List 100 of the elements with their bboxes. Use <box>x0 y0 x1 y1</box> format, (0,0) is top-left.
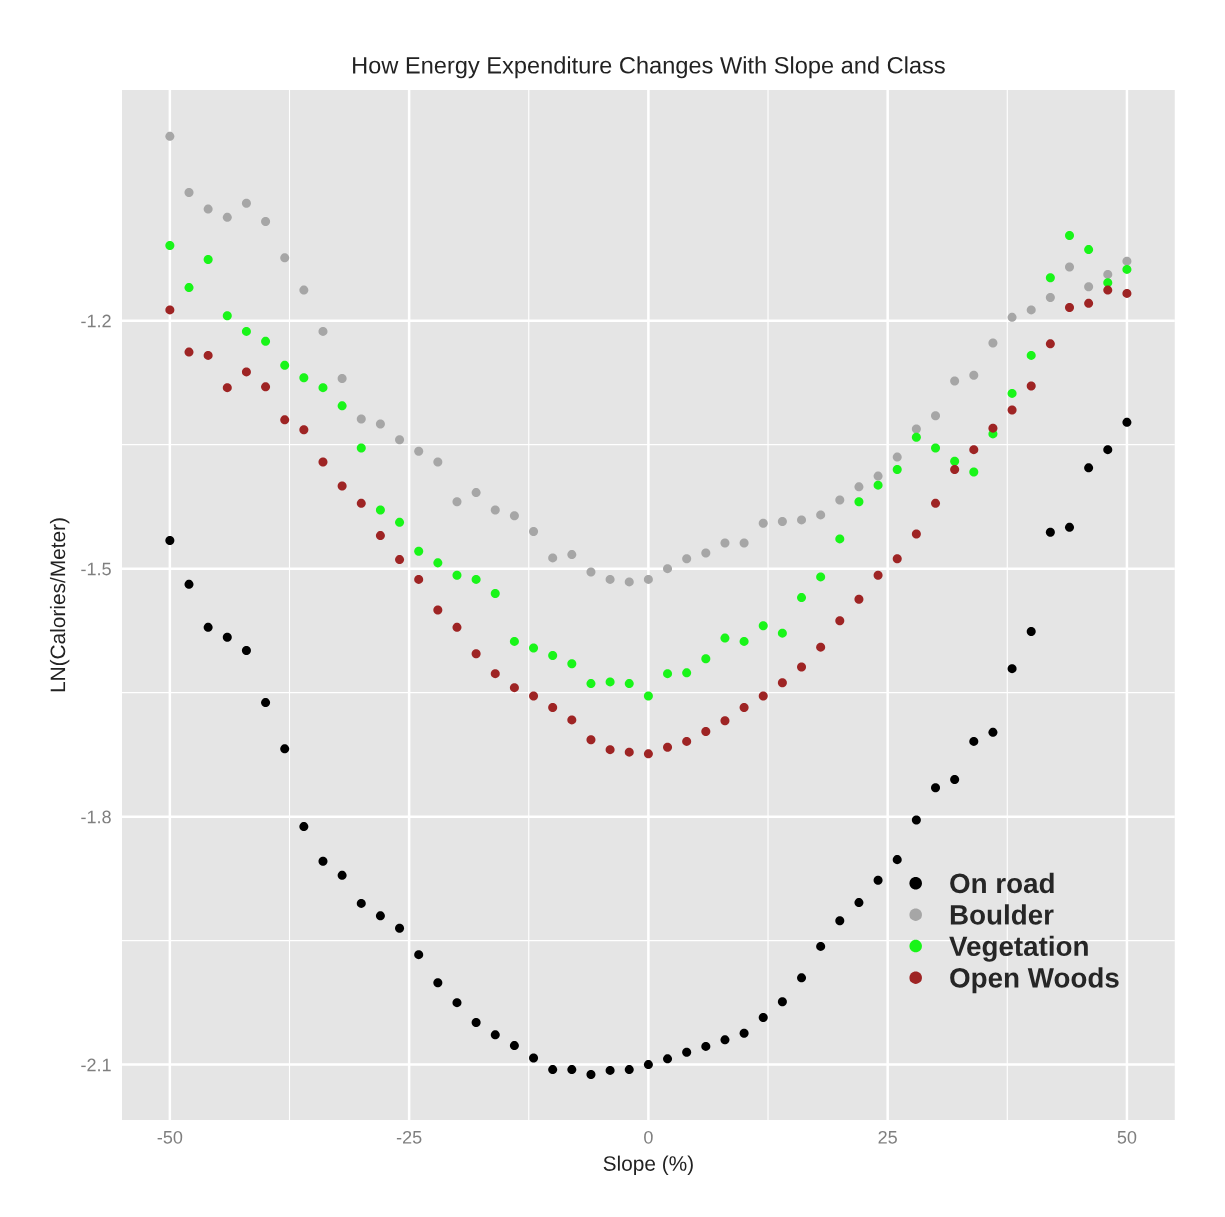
point <box>184 283 194 293</box>
point <box>605 574 615 584</box>
point <box>605 677 615 687</box>
x-tick-label: -25 <box>396 1130 422 1144</box>
y-tick-label: -1.2 <box>81 314 111 328</box>
point <box>395 517 405 527</box>
point <box>433 605 443 615</box>
point <box>548 703 558 713</box>
point <box>1065 231 1074 241</box>
chart-title: How Energy Expenditure Changes With Slope and Class <box>353 56 945 79</box>
point <box>969 736 979 746</box>
y-axis-title: LN(Calories/Meter) <box>49 518 70 692</box>
legend-label: Vegetation <box>949 935 1088 962</box>
point <box>509 683 519 693</box>
point <box>873 480 883 490</box>
point <box>184 579 194 589</box>
point <box>1007 312 1017 322</box>
point <box>261 698 271 708</box>
point <box>318 383 328 393</box>
point <box>1122 417 1132 427</box>
point <box>950 376 960 386</box>
point <box>701 548 711 558</box>
point <box>375 419 385 429</box>
point <box>548 1065 558 1075</box>
point <box>797 973 807 983</box>
point <box>663 742 673 752</box>
point <box>758 518 768 528</box>
point <box>873 471 883 481</box>
point <box>1122 288 1132 298</box>
point <box>969 445 979 455</box>
point <box>624 577 634 587</box>
point <box>835 534 845 544</box>
point <box>701 727 711 736</box>
point <box>1103 285 1113 295</box>
point <box>1026 305 1036 315</box>
point <box>1045 527 1055 537</box>
point <box>586 679 596 689</box>
point <box>931 498 941 508</box>
point <box>414 950 424 960</box>
point <box>873 875 883 885</box>
point <box>892 452 902 462</box>
point <box>624 747 634 757</box>
point <box>241 198 251 208</box>
point <box>950 456 960 466</box>
point <box>356 414 366 424</box>
point <box>452 570 462 580</box>
y-tick-label: -1.8 <box>81 810 111 824</box>
point <box>701 1041 711 1051</box>
point <box>337 870 347 880</box>
point <box>222 212 232 222</box>
point <box>337 401 347 411</box>
point <box>701 654 711 664</box>
point <box>777 678 787 688</box>
point <box>299 425 309 435</box>
y-tick-label: -2.1 <box>81 1058 111 1072</box>
point <box>797 662 807 672</box>
point <box>586 1070 596 1080</box>
point <box>1065 302 1074 312</box>
point <box>911 529 921 539</box>
point <box>739 1028 749 1038</box>
point <box>165 240 175 250</box>
legend-label: On road <box>950 872 1054 894</box>
point <box>471 488 481 498</box>
point <box>682 736 692 746</box>
point <box>261 382 271 392</box>
point <box>1065 522 1074 532</box>
point <box>682 554 692 564</box>
point <box>395 435 405 445</box>
point <box>414 446 424 456</box>
point <box>911 424 921 434</box>
point <box>816 510 826 520</box>
point <box>318 326 328 336</box>
point <box>433 558 443 568</box>
point <box>720 1035 730 1045</box>
point <box>280 253 290 263</box>
point <box>854 898 864 908</box>
point <box>1026 350 1036 360</box>
point <box>222 632 232 642</box>
point <box>758 691 768 701</box>
point <box>586 567 596 577</box>
point <box>222 311 232 321</box>
point <box>1103 269 1113 279</box>
point <box>1045 339 1055 349</box>
point <box>950 464 960 474</box>
point <box>969 370 979 380</box>
point <box>433 457 443 467</box>
point <box>892 554 902 564</box>
point <box>854 594 864 604</box>
point <box>1084 463 1094 473</box>
point <box>643 1060 653 1070</box>
point <box>509 511 519 521</box>
point <box>184 347 194 357</box>
legend-label: Open Woods <box>950 967 1119 994</box>
point <box>490 669 500 679</box>
point <box>529 691 539 701</box>
point <box>337 481 347 491</box>
point <box>471 649 481 659</box>
point <box>280 744 290 754</box>
point <box>471 1017 481 1027</box>
point <box>241 645 251 655</box>
